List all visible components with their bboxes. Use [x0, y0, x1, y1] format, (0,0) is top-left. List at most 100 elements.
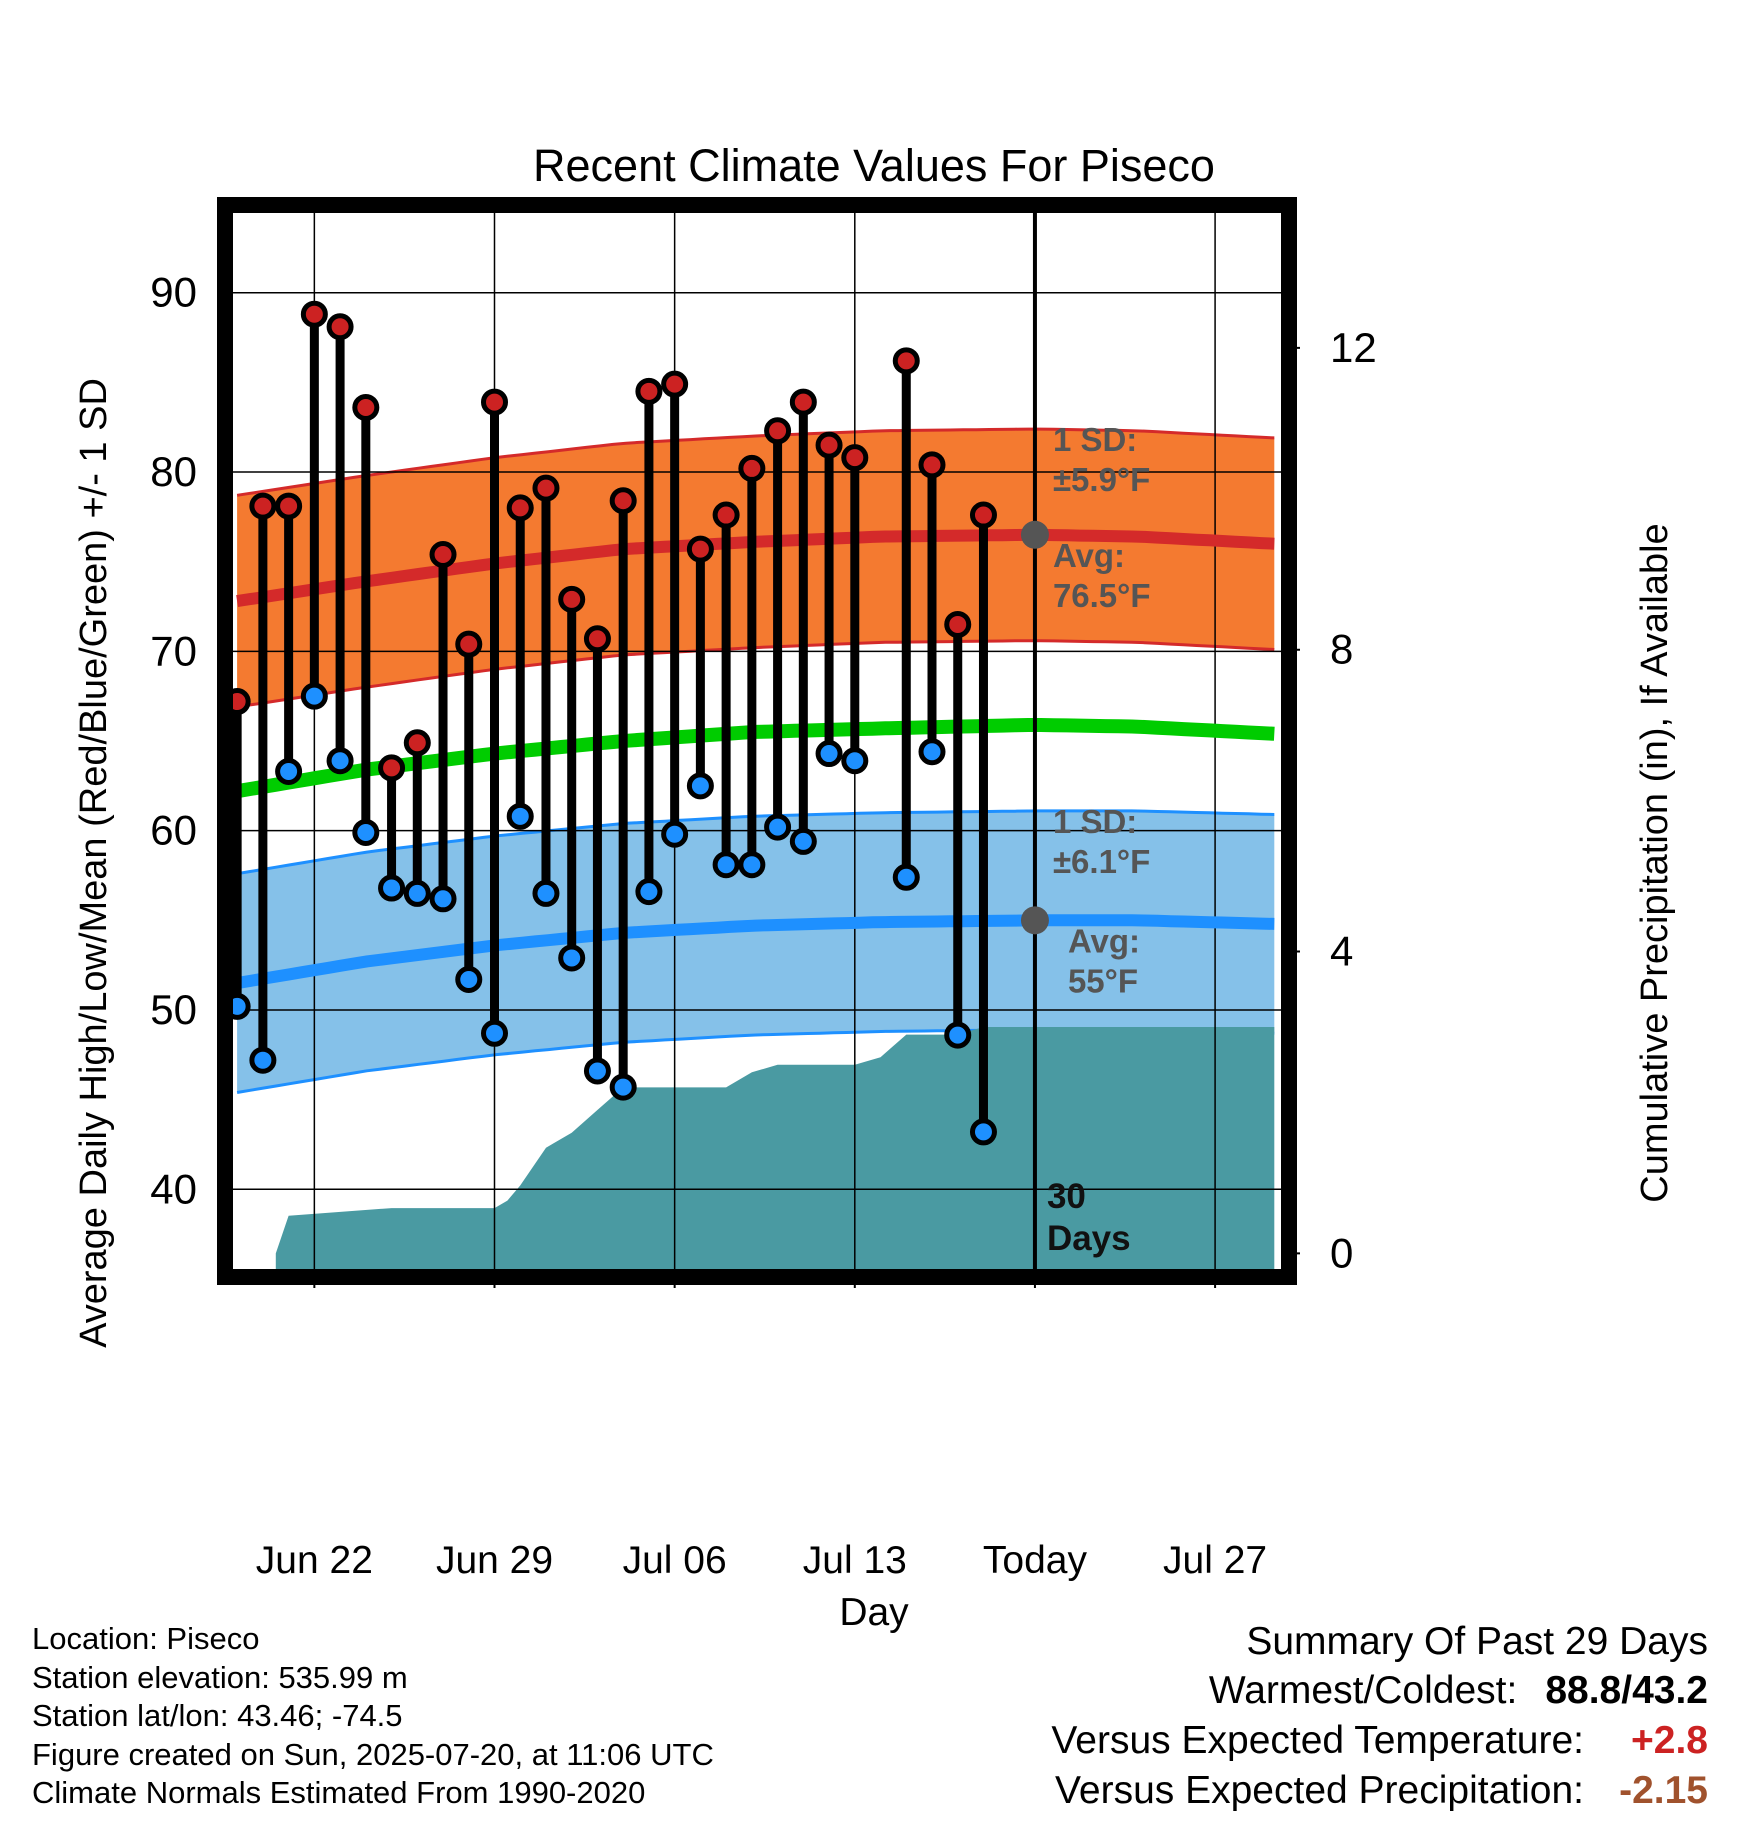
- today-high-avg-marker: [1020, 520, 1049, 549]
- x-tick-label: Jul 06: [623, 1539, 727, 1582]
- x-tick-label: Jun 22: [256, 1539, 373, 1582]
- daily-high-point: [609, 487, 637, 515]
- info-elevation: Station elevation: 535.99 m: [32, 1659, 408, 1695]
- summary-warm-cold-row: Warmest/Coldest: 88.8/43.2: [1051, 1666, 1708, 1716]
- daily-low-point: [609, 1073, 637, 1101]
- daily-high-point: [841, 444, 869, 472]
- daily-high-point: [455, 630, 483, 658]
- low-avg-value: 55°F: [1068, 962, 1138, 999]
- y-tick-label: 70: [150, 627, 197, 674]
- x-axis-title: Day: [839, 1591, 909, 1634]
- daily-low-point: [738, 851, 766, 879]
- info-created: Figure created on Sun, 2025-07-20, at 11…: [32, 1736, 714, 1772]
- summary-warm-cold-label: Warmest/Coldest:: [1208, 1669, 1518, 1712]
- daily-low-point: [481, 1019, 508, 1047]
- daily-low-point: [378, 874, 406, 902]
- y2-axis-title: Cumulative Precipitation (in), If Availa…: [1634, 523, 1676, 1202]
- y2-tick-label: 0: [1330, 1229, 1353, 1276]
- daily-high-point: [944, 610, 972, 638]
- x-tick-label: Jun 29: [436, 1539, 553, 1582]
- daily-low-point: [583, 1057, 611, 1085]
- high-avg-label: Avg:: [1053, 537, 1125, 574]
- daily-low-point: [403, 879, 431, 907]
- daily-high-point: [738, 454, 766, 482]
- daily-high-point: [403, 729, 431, 757]
- daily-low-point: [764, 813, 792, 841]
- summary-precip-label: Versus Expected Precipitation:: [1055, 1769, 1584, 1812]
- station-info: Location: Piseco Station elevation: 535.…: [32, 1620, 714, 1813]
- summary-temp-label: Versus Expected Temperature:: [1051, 1719, 1584, 1762]
- daily-high-point: [661, 370, 689, 398]
- daily-high-point: [635, 377, 663, 405]
- daily-low-point: [532, 879, 560, 907]
- today-low-avg-marker: [1020, 906, 1049, 935]
- summary-precip-value: -2.15: [1619, 1769, 1708, 1812]
- daily-low-point: [558, 944, 586, 972]
- daily-low-point: [352, 818, 380, 846]
- x-tick-label: Today: [983, 1539, 1088, 1582]
- daily-low-point: [969, 1118, 997, 1146]
- daily-low-point: [506, 802, 534, 830]
- chart-title: Recent Climate Values For Piseco: [533, 140, 1215, 191]
- y-axis-title: Average Daily High/Low/Mean (Red/Blue/Gr…: [73, 378, 115, 1348]
- daily-low-point: [300, 682, 328, 710]
- daily-high-point: [481, 388, 508, 416]
- daily-high-point: [583, 625, 611, 653]
- daily-low-point: [712, 851, 740, 879]
- y2-tick-label: 12: [1330, 324, 1377, 371]
- y2-tick-label: 8: [1330, 626, 1353, 673]
- daily-high-point: [352, 393, 380, 421]
- high-sd-label: 1 SD:: [1053, 421, 1137, 458]
- daily-low-point: [892, 863, 920, 891]
- daily-high-point: [300, 300, 328, 328]
- daily-high-point: [275, 492, 303, 520]
- daily-high-point: [232, 688, 251, 716]
- y-tick-label: 50: [150, 986, 197, 1033]
- low-avg-label: Avg:: [1068, 922, 1140, 959]
- daily-high-point: [712, 501, 740, 529]
- daily-low-point: [686, 772, 714, 800]
- daily-high-point: [789, 388, 817, 416]
- high-avg-value: 76.5°F: [1053, 577, 1151, 614]
- x-tick-label: Jul 27: [1163, 1539, 1267, 1582]
- summary-warm-cold-value: 88.8/43.2: [1545, 1669, 1708, 1712]
- y-tick-label: 90: [150, 269, 197, 316]
- y-tick-label: 40: [150, 1165, 197, 1212]
- plot-inner: [232, 212, 1282, 1270]
- daily-low-point: [635, 878, 663, 906]
- info-latlon: Station lat/lon: 43.46; -74.5: [32, 1698, 403, 1733]
- days-word-label: Days: [1047, 1219, 1131, 1258]
- daily-low-point: [944, 1021, 972, 1049]
- high-band-upper-edge: [236, 427, 1275, 497]
- summary-temp-value: +2.8: [1631, 1719, 1708, 1762]
- daily-high-point: [249, 492, 277, 520]
- daily-low-point: [275, 757, 303, 785]
- low-sd-value: ±6.1°F: [1053, 843, 1150, 880]
- low-sd-label: 1 SD:: [1053, 803, 1137, 840]
- daily-high-point: [815, 431, 843, 459]
- daily-low-point: [249, 1046, 277, 1074]
- summary-title: Summary Of Past 29 Days: [1246, 1620, 1708, 1663]
- daily-high-point: [918, 451, 946, 479]
- info-normals: Climate Normals Estimated From 1990-2020: [32, 1775, 646, 1810]
- daily-high-point: [558, 585, 586, 613]
- daily-high-point: [429, 541, 457, 569]
- daily-high-point: [532, 474, 560, 502]
- daily-low-point: [326, 747, 354, 775]
- high-sd-value: ±5.9°F: [1053, 461, 1150, 498]
- info-location: Location: Piseco: [32, 1621, 260, 1656]
- summary-panel: Summary Of Past 29 Days Warmest/Coldest:…: [1051, 1618, 1708, 1816]
- daily-low-point: [661, 820, 689, 848]
- daily-high-point: [686, 535, 714, 563]
- daily-high-point: [892, 347, 920, 375]
- daily-low-point: [789, 827, 817, 855]
- daily-low-point: [841, 747, 869, 775]
- y-tick-label: 60: [150, 807, 197, 854]
- y2-tick-label: 4: [1330, 928, 1353, 975]
- daily-low-point: [918, 738, 946, 766]
- days-count-label: 30: [1047, 1177, 1086, 1216]
- y-tick-label: 80: [150, 448, 197, 495]
- daily-high-point: [506, 494, 534, 522]
